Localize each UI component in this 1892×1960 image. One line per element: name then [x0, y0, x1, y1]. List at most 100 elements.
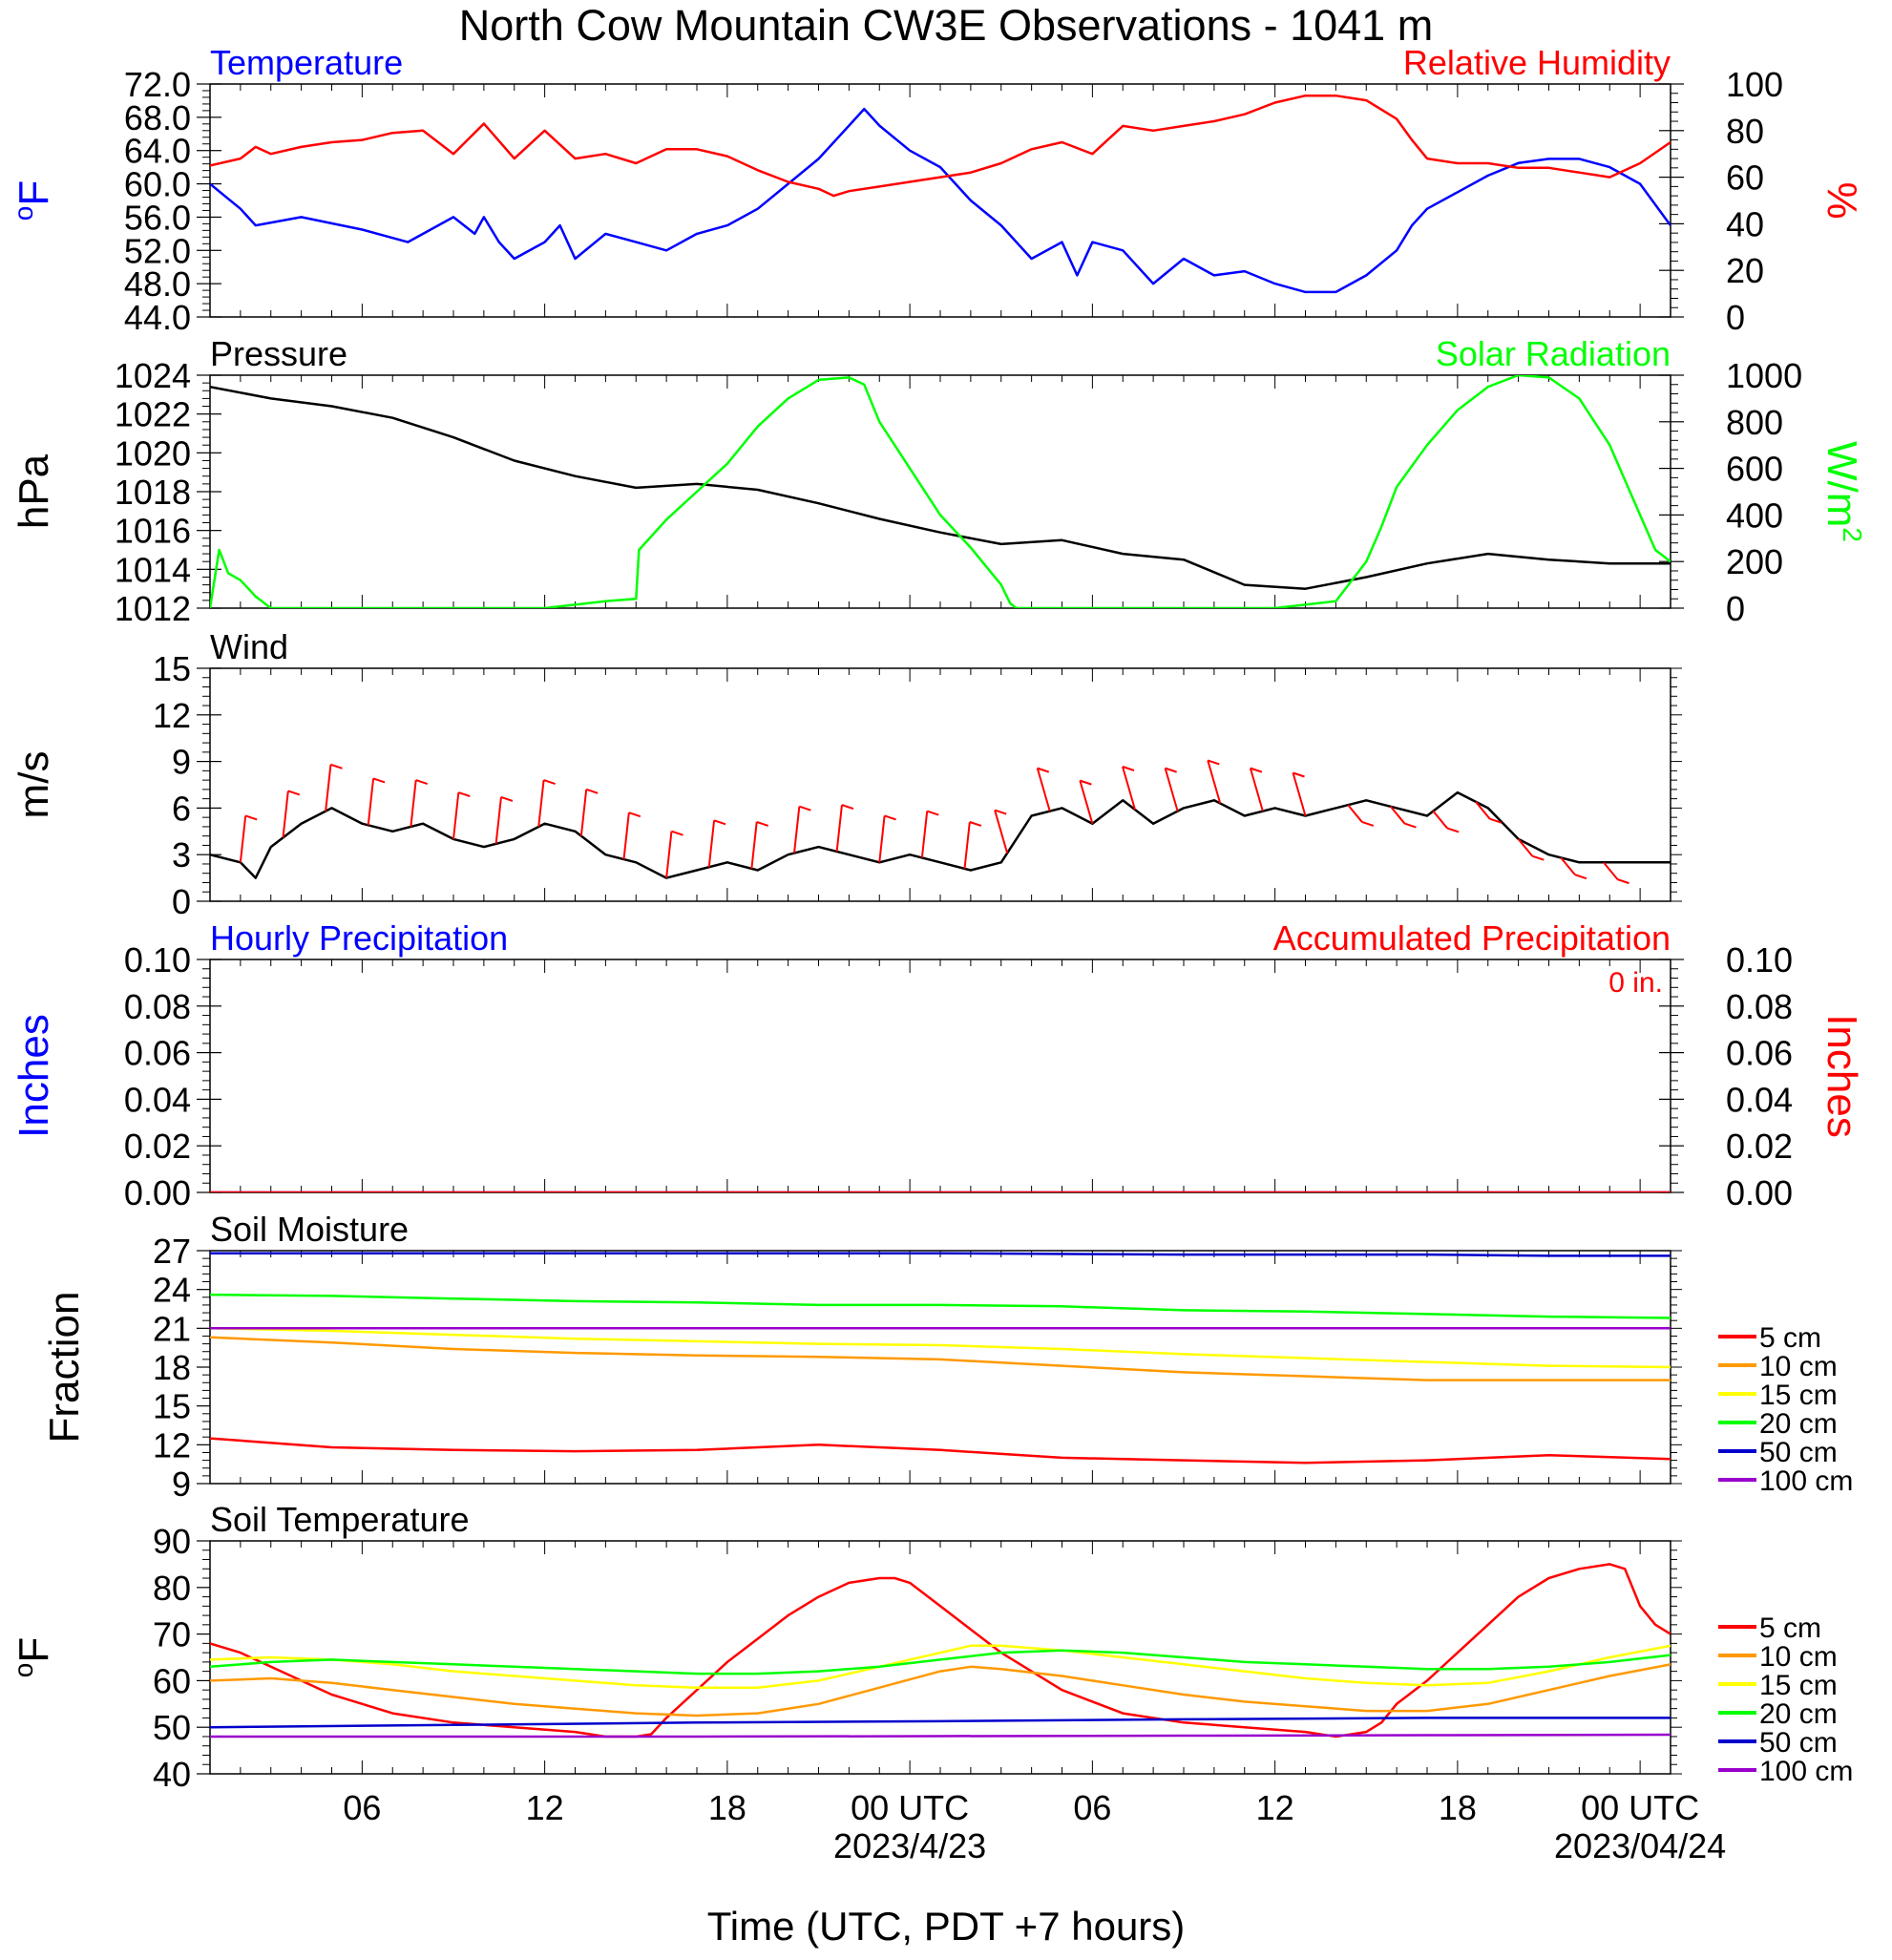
y-tick-label-right: 0 [1726, 589, 1745, 628]
plot-frame [209, 83, 1671, 318]
wind-barb [1560, 856, 1576, 875]
wind-barb-flag [926, 810, 939, 816]
y-tick-label-left: 0.00 [124, 1173, 191, 1212]
wind-barb-flag [884, 814, 896, 821]
y-tick-label-left: 24 [153, 1271, 191, 1310]
wind-barb-flag [287, 790, 301, 796]
wind-barb [835, 804, 843, 853]
y-tick-label-right: 600 [1726, 450, 1783, 489]
x-tick-label: 18 [708, 1788, 746, 1827]
legend-label: 100 cm [1759, 1756, 1853, 1787]
plot-frame [209, 374, 1671, 609]
y-tick-label-left: 27 [153, 1232, 191, 1271]
wind-barb [1475, 801, 1491, 820]
wind-barb-flag [1531, 854, 1545, 861]
wind-barb [1603, 861, 1619, 880]
panel-1: 72.068.064.060.056.052.048.044.0 100 80 60 4… [9, 43, 1865, 337]
wind-barb [1389, 806, 1406, 825]
wind-barb [1347, 804, 1363, 823]
y-tick-label-right: 0.10 [1726, 940, 1793, 980]
y-axis-label-left: oF [9, 180, 57, 221]
wind-barb-flag [1446, 827, 1460, 833]
panel-4: 0.10 0.08 0.06 0.04 0.02 0.00 0.10 0.08 0.06 0.04… [11, 918, 1865, 1212]
wind-barb [994, 810, 1009, 854]
legend-label: 10 cm [1759, 1351, 1838, 1382]
x-tick-label: 18 [1439, 1788, 1477, 1827]
y-tick-label-left: 64.0 [124, 132, 191, 171]
wind-barb [1432, 811, 1448, 830]
wind-barb-flag [713, 819, 726, 826]
legend-label: 10 cm [1759, 1641, 1838, 1673]
wind-barb-flag [1250, 767, 1263, 773]
series-line-15-cm [210, 1644, 1671, 1689]
legend-label: 5 cm [1759, 1612, 1821, 1644]
precip-total-annotation: 0 in. [1608, 967, 1663, 999]
panel-title-left: Soil Moisture [210, 1210, 409, 1249]
wind-barb-flag [500, 796, 514, 802]
wind-barb [665, 831, 673, 878]
chart-title: North Cow Mountain CW3E Observations - 1… [459, 1, 1433, 50]
y-tick-label-left: 12 [153, 696, 191, 735]
wind-barb [325, 764, 332, 811]
wind-barb-flag [756, 821, 769, 827]
wind-barb-flag [1574, 874, 1587, 880]
y-axis-label-right: % [1818, 181, 1865, 219]
series-line-5-cm [210, 1563, 1671, 1739]
wind-barb-flag [415, 779, 429, 786]
y-axis-label-right: W/m2 [1818, 441, 1867, 542]
wind-barb [1249, 768, 1264, 811]
y-tick-label-left: 60 [153, 1661, 191, 1700]
series-line-20-cm [210, 1649, 1671, 1675]
wind-barb-flag [1404, 822, 1417, 829]
y-tick-label-left: 18 [153, 1348, 191, 1387]
y-tick-label-left: 6 [172, 789, 191, 828]
x-tick-label: 12 [526, 1788, 564, 1827]
wind-barb-flag [841, 804, 854, 811]
y-axis-label-left: m/s [11, 751, 57, 819]
x-date-label: 2023/04/24 [1554, 1826, 1726, 1865]
wind-barb-flag [543, 779, 556, 786]
panel-title-left: Temperature [210, 43, 403, 82]
panel-3: 15 12 9 6 3 0 Wind m/s [11, 627, 1682, 921]
panel-title-right: Relative Humidity [1403, 43, 1671, 82]
panel-title-right: Accumulated Precipitation [1273, 918, 1671, 958]
series-line-wind-speed [210, 790, 1671, 879]
y-tick-label-right: 0.06 [1726, 1034, 1793, 1073]
y-tick-label-right: 0.08 [1726, 987, 1793, 1026]
y-tick-label-left: 15 [153, 1387, 191, 1426]
panel-title-left: Hourly Precipitation [210, 918, 508, 958]
y-tick-label-left: 0.10 [124, 940, 191, 980]
wind-barb [707, 820, 716, 868]
x-tick-label: 06 [1073, 1788, 1111, 1827]
wind-barb [878, 815, 886, 863]
y-tick-label-left: 12 [153, 1425, 191, 1465]
y-tick-label-left: 48.0 [124, 264, 191, 304]
wind-barb-flag [799, 805, 811, 811]
y-tick-label-left: 0.02 [124, 1127, 191, 1166]
y-tick-label-right: 0.04 [1726, 1080, 1793, 1119]
y-tick-label-left: 0.04 [124, 1080, 191, 1119]
y-tick-label-left: 56.0 [124, 198, 191, 237]
legend-label: 15 cm [1759, 1670, 1838, 1701]
y-axis-label-left: Fraction [41, 1292, 88, 1444]
wind-barb [239, 815, 247, 863]
plot-frame [209, 667, 1671, 902]
y-tick-label-left: 90 [153, 1522, 191, 1561]
y-tick-label-left: 1020 [115, 433, 191, 473]
series-line-50-cm [210, 1252, 1671, 1257]
wind-barb-flag [585, 788, 599, 794]
wind-barb-flag [372, 777, 386, 784]
wind-barb [750, 821, 758, 869]
wind-barb-flag [671, 830, 683, 836]
y-tick-label-left: 70 [153, 1615, 191, 1654]
y-tick-label-right: 1000 [1726, 356, 1802, 395]
wind-barb [1036, 768, 1051, 811]
y-tick-label-left: 44.0 [124, 298, 191, 337]
wind-barb-flag [458, 791, 471, 798]
wind-barb [494, 796, 502, 844]
series-line-temperature [210, 107, 1671, 294]
wind-barb-flag [1617, 878, 1629, 885]
